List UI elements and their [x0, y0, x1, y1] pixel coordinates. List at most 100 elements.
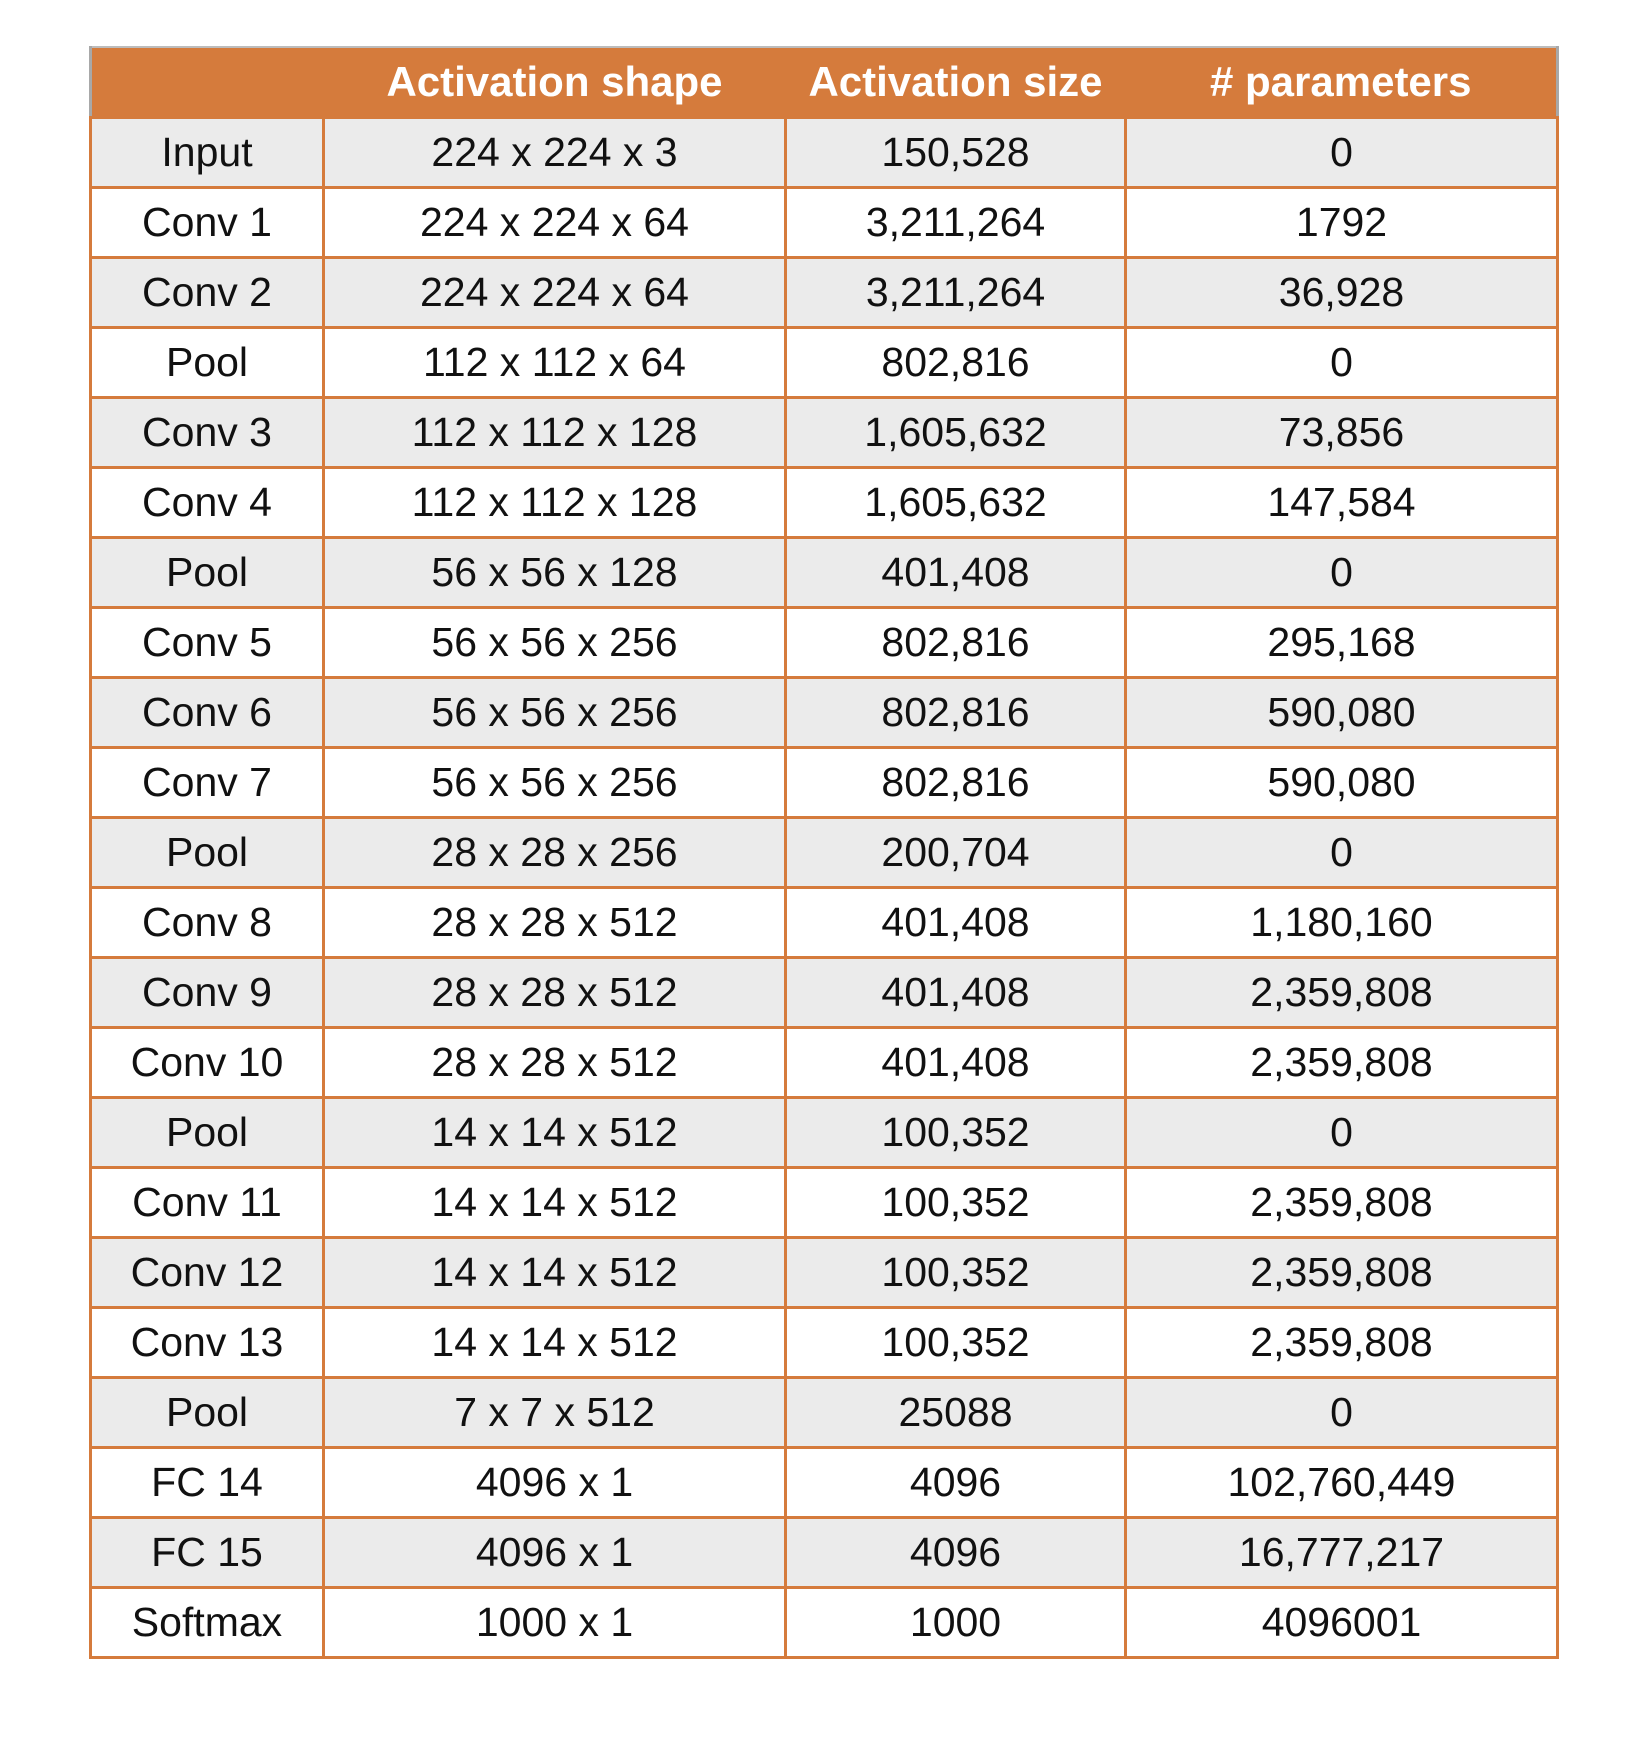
- vgg-layer-table: Activation shape Activation size # param…: [89, 46, 1559, 1659]
- table-row: Pool 56 x 56 x 128 401,408 0: [89, 536, 1559, 609]
- cell-activation-shape: 28 x 28 x 512: [322, 956, 787, 1029]
- cell-layer: Conv 9: [89, 956, 325, 1029]
- table-row: Input 224 x 224 x 3 150,528 0: [89, 116, 1559, 189]
- cell-parameters: 16,777,217: [1124, 1516, 1559, 1589]
- header-parameters: # parameters: [1125, 46, 1559, 119]
- cell-activation-size: 1,605,632: [784, 466, 1127, 539]
- cell-activation-size: 25088: [784, 1376, 1127, 1449]
- cell-activation-size: 802,816: [784, 606, 1127, 679]
- cell-activation-shape: 7 x 7 x 512: [322, 1376, 787, 1449]
- cell-activation-size: 3,211,264: [784, 186, 1127, 259]
- cell-layer: Conv 6: [89, 676, 325, 749]
- cell-parameters: 2,359,808: [1124, 1306, 1559, 1379]
- cell-activation-size: 4096: [784, 1516, 1127, 1589]
- cell-parameters: 0: [1124, 1096, 1559, 1169]
- table-row: FC 14 4096 x 1 4096 102,760,449: [89, 1446, 1559, 1519]
- cell-activation-shape: 224 x 224 x 64: [322, 186, 787, 259]
- table-row: Pool 14 x 14 x 512 100,352 0: [89, 1096, 1559, 1169]
- cell-activation-shape: 224 x 224 x 3: [322, 116, 787, 189]
- cell-activation-size: 802,816: [784, 326, 1127, 399]
- cell-parameters: 0: [1124, 816, 1559, 889]
- cell-activation-size: 150,528: [784, 116, 1127, 189]
- table-row: Pool 7 x 7 x 512 25088 0: [89, 1376, 1559, 1449]
- cell-parameters: 4096001: [1124, 1586, 1559, 1659]
- cell-parameters: 147,584: [1124, 466, 1559, 539]
- cell-layer: Conv 5: [89, 606, 325, 679]
- cell-activation-size: 4096: [784, 1446, 1127, 1519]
- cell-layer: Conv 1: [89, 186, 325, 259]
- table-row: Conv 9 28 x 28 x 512 401,408 2,359,808: [89, 956, 1559, 1029]
- table-row: Conv 8 28 x 28 x 512 401,408 1,180,160: [89, 886, 1559, 959]
- table-row: Conv 1 224 x 224 x 64 3,211,264 1792: [89, 186, 1559, 259]
- cell-activation-size: 100,352: [784, 1096, 1127, 1169]
- table-row: Pool 112 x 112 x 64 802,816 0: [89, 326, 1559, 399]
- table-row: Conv 6 56 x 56 x 256 802,816 590,080: [89, 676, 1559, 749]
- cell-activation-size: 802,816: [784, 746, 1127, 819]
- cell-activation-shape: 112 x 112 x 64: [322, 326, 787, 399]
- cell-activation-size: 100,352: [784, 1306, 1127, 1379]
- cell-parameters: 1,180,160: [1124, 886, 1559, 959]
- cell-activation-size: 401,408: [784, 1026, 1127, 1099]
- cell-parameters: 2,359,808: [1124, 1236, 1559, 1309]
- cell-layer: Pool: [89, 326, 325, 399]
- cell-activation-size: 401,408: [784, 956, 1127, 1029]
- table-row: Conv 12 14 x 14 x 512 100,352 2,359,808: [89, 1236, 1559, 1309]
- cell-activation-shape: 14 x 14 x 512: [322, 1166, 787, 1239]
- cell-layer: Softmax: [89, 1586, 325, 1659]
- header-activation-size: Activation size: [785, 46, 1126, 119]
- header-row: Activation shape Activation size # param…: [89, 46, 1559, 119]
- cell-activation-shape: 28 x 28 x 256: [322, 816, 787, 889]
- cell-activation-size: 1,605,632: [784, 396, 1127, 469]
- cell-activation-size: 3,211,264: [784, 256, 1127, 329]
- cell-activation-shape: 56 x 56 x 128: [322, 536, 787, 609]
- cell-layer: Conv 12: [89, 1236, 325, 1309]
- table-row: Conv 11 14 x 14 x 512 100,352 2,359,808: [89, 1166, 1559, 1239]
- cell-parameters: 590,080: [1124, 746, 1559, 819]
- cell-layer: Input: [89, 116, 325, 189]
- table-row: Conv 3 112 x 112 x 128 1,605,632 73,856: [89, 396, 1559, 469]
- header-activation-shape: Activation shape: [323, 46, 786, 119]
- cell-layer: Conv 13: [89, 1306, 325, 1379]
- cell-activation-shape: 4096 x 1: [322, 1446, 787, 1519]
- cell-activation-shape: 112 x 112 x 128: [322, 466, 787, 539]
- cell-activation-shape: 56 x 56 x 256: [322, 676, 787, 749]
- layer-table-container: Activation shape Activation size # param…: [89, 46, 1559, 1659]
- header-layer: [89, 46, 324, 119]
- table-row: Conv 2 224 x 224 x 64 3,211,264 36,928: [89, 256, 1559, 329]
- cell-activation-size: 100,352: [784, 1236, 1127, 1309]
- table-row: Conv 5 56 x 56 x 256 802,816 295,168: [89, 606, 1559, 679]
- cell-parameters: 0: [1124, 1376, 1559, 1449]
- table-row: Conv 4 112 x 112 x 128 1,605,632 147,584: [89, 466, 1559, 539]
- cell-parameters: 2,359,808: [1124, 1026, 1559, 1099]
- cell-layer: Conv 7: [89, 746, 325, 819]
- table-header: Activation shape Activation size # param…: [89, 46, 1559, 119]
- cell-activation-shape: 112 x 112 x 128: [322, 396, 787, 469]
- table-row: Conv 10 28 x 28 x 512 401,408 2,359,808: [89, 1026, 1559, 1099]
- cell-activation-shape: 1000 x 1: [322, 1586, 787, 1659]
- cell-activation-size: 401,408: [784, 886, 1127, 959]
- cell-layer: Pool: [89, 1376, 325, 1449]
- cell-activation-shape: 56 x 56 x 256: [322, 746, 787, 819]
- cell-layer: Conv 4: [89, 466, 325, 539]
- cell-layer: Pool: [89, 816, 325, 889]
- cell-activation-shape: 56 x 56 x 256: [322, 606, 787, 679]
- cell-activation-shape: 4096 x 1: [322, 1516, 787, 1589]
- cell-activation-size: 401,408: [784, 536, 1127, 609]
- cell-parameters: 2,359,808: [1124, 1166, 1559, 1239]
- cell-activation-shape: 224 x 224 x 64: [322, 256, 787, 329]
- table-row: Pool 28 x 28 x 256 200,704 0: [89, 816, 1559, 889]
- cell-parameters: 0: [1124, 116, 1559, 189]
- cell-activation-size: 200,704: [784, 816, 1127, 889]
- cell-layer: FC 15: [89, 1516, 325, 1589]
- cell-parameters: 0: [1124, 326, 1559, 399]
- cell-parameters: 102,760,449: [1124, 1446, 1559, 1519]
- cell-activation-shape: 14 x 14 x 512: [322, 1236, 787, 1309]
- cell-layer: Conv 3: [89, 396, 325, 469]
- cell-parameters: 36,928: [1124, 256, 1559, 329]
- cell-activation-shape: 14 x 14 x 512: [322, 1096, 787, 1169]
- cell-parameters: 295,168: [1124, 606, 1559, 679]
- cell-activation-shape: 28 x 28 x 512: [322, 886, 787, 959]
- cell-parameters: 1792: [1124, 186, 1559, 259]
- cell-layer: Conv 8: [89, 886, 325, 959]
- cell-parameters: 73,856: [1124, 396, 1559, 469]
